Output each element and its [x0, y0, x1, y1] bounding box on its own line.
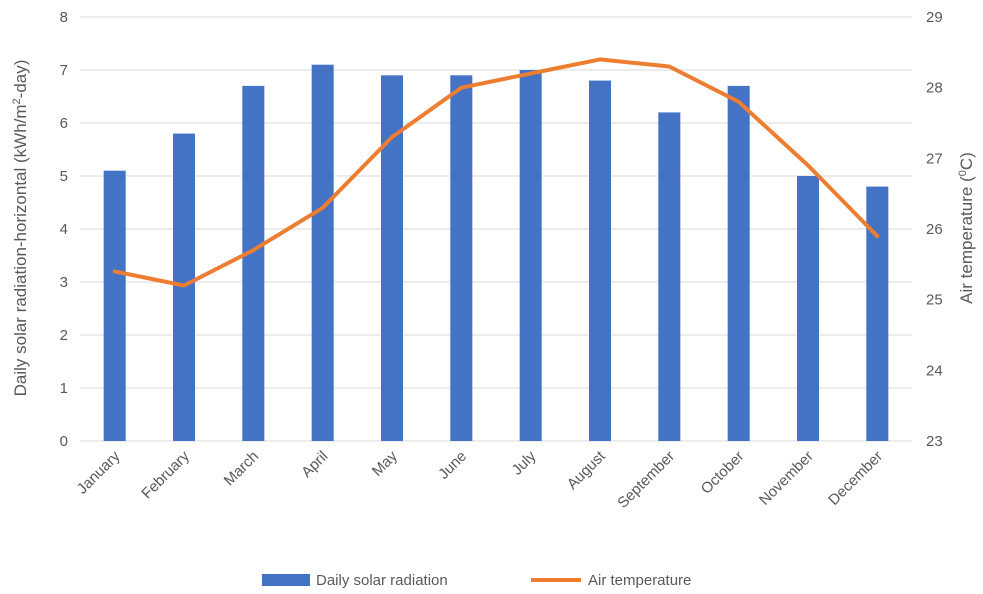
x-tick-label: March [221, 448, 262, 489]
bar-solar-december [866, 186, 889, 441]
x-tick-label: April [298, 448, 331, 481]
temperature-point-july [530, 73, 532, 75]
temperature-point-november [807, 164, 809, 166]
left-tick-label: 2 [60, 327, 68, 344]
right-tick-label: 27 [926, 150, 943, 167]
bar-solar-november [797, 176, 819, 441]
temperature-point-january [114, 270, 116, 272]
temperature-point-february [183, 285, 185, 287]
temperature-point-august [599, 58, 601, 60]
right-tick-label: 23 [926, 433, 943, 450]
right-axis-ticks: 23 24 25 26 27 28 29 [926, 9, 943, 450]
left-axis-title: Daily solar radiation-horizontal (kWh/m2… [11, 60, 30, 397]
x-tick-label: September [614, 448, 678, 512]
left-tick-label: 1 [60, 380, 68, 397]
right-tick-label: 29 [926, 9, 943, 26]
bar-solar-august [589, 80, 611, 441]
left-tick-label: 5 [60, 168, 68, 185]
temperature-point-may [391, 136, 393, 138]
left-tick-label: 0 [60, 433, 68, 450]
bar-solar-september [658, 112, 681, 442]
temperature-point-september [668, 65, 670, 67]
x-tick-label: June [435, 448, 470, 483]
bar-solar-june [450, 75, 473, 442]
legend-label-temperature: Air temperature [588, 572, 691, 589]
bar-solar-october [727, 85, 750, 442]
left-tick-label: 6 [60, 115, 68, 132]
x-tick-label: August [564, 447, 610, 493]
right-tick-label: 28 [926, 80, 943, 97]
x-tick-label: February [138, 447, 193, 502]
temperature-point-october [738, 101, 740, 103]
legend: Daily solar radiation Air temperature [262, 572, 691, 589]
bar-solar-april [311, 64, 334, 441]
legend-swatch-solar [262, 574, 310, 586]
x-tick-label: November [756, 448, 817, 509]
right-tick-label: 24 [926, 362, 943, 379]
right-axis-title: Air temperature (0C) [957, 152, 976, 304]
x-tick-label: July [509, 447, 540, 478]
left-tick-label: 7 [60, 62, 68, 79]
x-tick-label: October [698, 448, 748, 498]
bar-solar-march [242, 85, 265, 442]
temperature-point-april [322, 207, 324, 209]
x-tick-label: May [369, 447, 401, 479]
temperature-point-december [876, 235, 878, 237]
x-tick-label: January [74, 447, 124, 497]
temperature-point-march [252, 249, 254, 251]
x-tick-label: December [825, 448, 886, 509]
line-series [112, 57, 880, 288]
right-tick-label: 25 [926, 292, 943, 309]
x-axis-ticks: January February March April May June July Augu… [74, 447, 886, 511]
left-tick-label: 3 [60, 274, 68, 291]
left-tick-label: 8 [60, 9, 68, 26]
bar-series [103, 64, 889, 442]
right-tick-label: 26 [926, 221, 943, 238]
bar-solar-july [519, 70, 542, 441]
bar-solar-january [103, 170, 126, 441]
legend-label-solar: Daily solar radiation [316, 572, 448, 589]
left-tick-label: 4 [60, 221, 68, 238]
left-axis-ticks: 0 1 2 3 4 5 6 7 8 [60, 9, 68, 450]
temperature-point-june [460, 87, 462, 89]
gridlines [80, 16, 912, 442]
temperature-line [112, 57, 880, 288]
bar-solar-may [381, 75, 403, 442]
